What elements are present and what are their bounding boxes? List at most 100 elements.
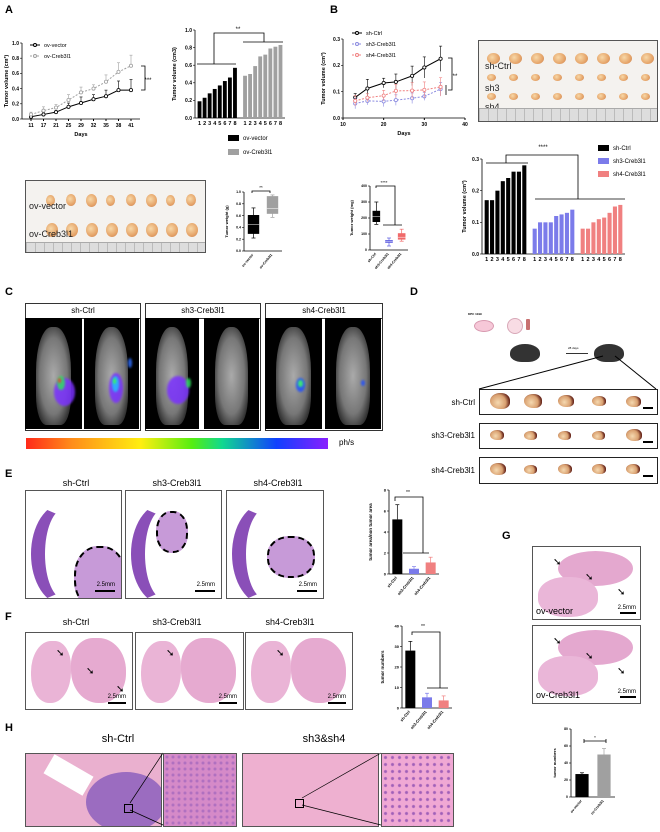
data-point [128,88,133,93]
tumor-specimen [487,74,496,81]
bar [522,165,527,254]
zoom-line [129,752,164,804]
x-axis-label: Days [74,132,87,138]
tumor-specimen [166,194,175,206]
f-header: sh3-Creb3l1 [152,617,202,627]
data-point [79,101,84,106]
bar [217,85,222,118]
y-tick-label: 0.4 [236,226,241,230]
bar [197,101,202,118]
x-tick-label: 29 [78,123,84,129]
mouse-image [325,318,381,429]
y-tick-label: 0 [397,705,400,710]
tumor-specimen [597,93,606,100]
bar [233,67,237,118]
lung-lobe [141,641,181,703]
bar [554,216,559,254]
data-point [422,65,427,70]
bar-label: 3 [496,257,499,263]
bar [484,200,489,254]
bar [425,562,436,574]
row-label: sh4-Creb3l1 [431,466,475,475]
panel-label-h: H [5,722,13,734]
arrow-icon: ➘ [553,557,562,568]
bar [570,209,575,254]
tumor-specimen [126,223,138,237]
scale-bar [643,407,653,409]
data-point [381,93,386,98]
bar-label: 7 [613,257,616,263]
data-point [365,86,370,91]
data-point [353,98,358,103]
tumor-specimen [575,74,584,81]
significance-bracket [394,496,424,553]
bar-label: 7 [565,257,568,263]
cell-suspension-icon [507,318,523,334]
bar-label: 4 [501,257,505,263]
panel-label-a: A [5,4,13,16]
legend-label: ov-vector [243,136,268,142]
he-lung-section: ➘ ➘ ➘ ov-vector 2.5mm [532,546,641,620]
scale-bar [620,696,636,698]
legend-label: ov-Creb3l1 [243,150,273,156]
tumor-specimen [146,193,157,207]
arrow-icon [566,353,588,354]
group-header: sh4-Creb3l1 [266,304,382,319]
scale-bar [328,702,346,704]
luminescence-signal [56,376,65,390]
significance-label: **** [538,145,548,151]
legend-label: sh3-Creb3l1 [366,42,396,48]
tumor-specimen [641,74,650,81]
mouse-image [84,318,139,429]
y-tick-label: 80 [564,727,568,731]
tumor-specimen [553,93,562,100]
photo-row-label: ov-Creb3l1 [29,229,74,239]
bar-label: 6 [269,121,272,127]
bar-label: 1 [485,257,488,263]
significance-label: ** [421,624,425,630]
tumor-specimen [487,93,496,100]
mouse-body [276,326,311,425]
tube-icon [526,319,530,330]
e-header: sh3-Creb3l1 [152,478,202,488]
pancreas-specimen [490,393,510,409]
pancreas-specimen [490,430,504,440]
bar-label: 5 [603,257,606,263]
tumor-outline [73,546,121,598]
legend-swatch [228,135,239,141]
x-tick-label: sh-Ctrl [367,252,377,263]
zoom-region-box [295,799,304,808]
y-axis-label: Tumor weight (mg) [349,199,354,235]
bar [511,171,516,254]
bar-label: 4 [259,121,263,127]
data-point [28,112,33,117]
significance-bracket [251,190,271,193]
data-point [66,104,71,109]
zoom-line [301,804,382,826]
bar-label: 5 [507,257,510,263]
tumor-specimen [46,223,58,237]
y-tick-label: 0.0 [236,249,241,253]
group-header: sh3-Creb3l1 [146,304,260,319]
bar-label: 4 [549,257,553,263]
bar [602,217,607,254]
pancreas-specimen [524,394,542,408]
f-header: sh4-Creb3l1 [265,617,315,627]
box [266,196,279,214]
y-tick-label: 0.0 [333,116,340,122]
y-axis-label: Tumor volume (cm³) [320,52,327,105]
luminescence-signal [361,380,366,386]
tumor-specimen [146,223,158,237]
bar [591,222,596,254]
data-point [79,90,84,95]
bar [248,74,253,118]
data-point [104,94,109,99]
scale-label: 2.5mm [327,694,346,700]
bar-label: 1 [198,121,201,127]
he-overview-sh3-sh4 [242,753,379,827]
y-tick-label: 400 [361,184,367,188]
mouse-image [25,318,82,429]
significance-label: ** [236,27,241,33]
tumor-specimen [106,223,118,237]
data-point [116,88,121,93]
